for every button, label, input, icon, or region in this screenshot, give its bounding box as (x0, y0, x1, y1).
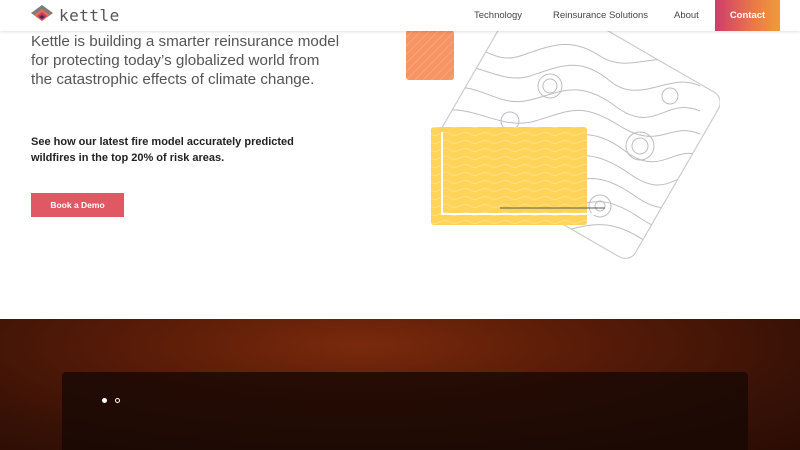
nav-contact-button[interactable]: Contact (715, 0, 780, 31)
orange-block (406, 30, 454, 80)
nav-about[interactable]: About (674, 10, 699, 21)
logo[interactable]: kettle (30, 4, 120, 26)
hero-illustration (406, 26, 720, 259)
hero-headline: Kettle is building a smarter reinsurance… (31, 33, 340, 88)
logo-text: kettle (59, 5, 120, 25)
kettle-logo-icon (31, 5, 53, 21)
carousel-card (62, 372, 748, 450)
carousel-dot-1[interactable] (102, 398, 107, 403)
carousel-dot-2[interactable] (115, 398, 120, 403)
nav-technology[interactable]: Technology (474, 10, 523, 21)
book-demo-button[interactable]: Book a Demo (31, 193, 124, 217)
nav-reinsurance-solutions[interactable]: Reinsurance Solutions (553, 10, 649, 21)
hero-subtext: See how our latest fire model accurately… (31, 136, 294, 164)
wildfire-section (0, 319, 800, 450)
frame-line (441, 132, 600, 215)
site-header: kettle Technology Reinsurance Solutions … (0, 0, 800, 31)
yellow-block (431, 127, 587, 225)
